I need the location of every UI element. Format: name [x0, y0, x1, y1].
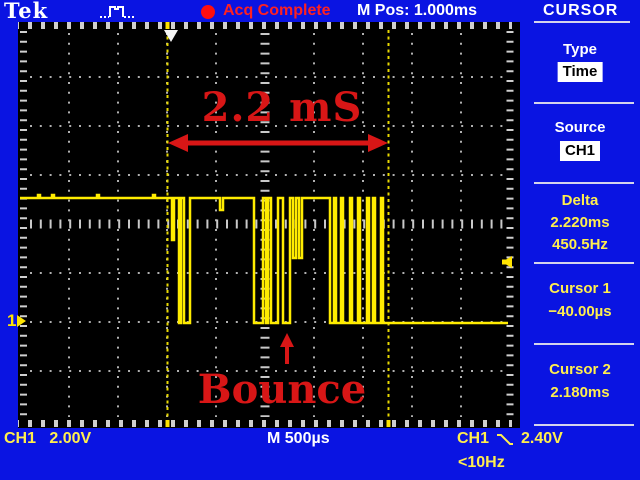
ch1-trace-waveform	[20, 193, 508, 325]
ch1-scale-channel: CH1	[4, 430, 37, 447]
trigger-source-label: CH1	[457, 430, 490, 447]
menu-title: CURSOR	[543, 2, 619, 19]
ch1-scale-readout: CH1 2.00V	[4, 430, 91, 448]
trigger-position-marker-icon[interactable]	[164, 30, 178, 42]
delta-frequency-readout: 450.5Hz	[552, 236, 608, 253]
channel-1-number: 1	[7, 311, 17, 330]
bounce-arrow-icon	[280, 333, 294, 364]
acquisition-pulse-icon	[100, 6, 136, 18]
menu-source-value-button[interactable]: CH1	[559, 141, 601, 161]
menu-divider	[534, 102, 634, 104]
menu-source-label: Source	[554, 119, 606, 136]
m-position-readout: M Pos: 1.000ms	[357, 2, 478, 19]
menu-divider	[534, 343, 634, 345]
waveform-display	[18, 22, 520, 428]
menu-divider	[534, 424, 634, 426]
annotation-bounce: Bounce	[197, 366, 367, 413]
channel-1-position-arrow-icon	[17, 315, 27, 327]
tek-logo: Tek	[4, 0, 49, 23]
graticule-rows	[30, 76, 505, 372]
trigger-level-marker-stem	[502, 259, 512, 265]
menu-divider	[534, 262, 634, 264]
menu-type-label: Type	[563, 41, 597, 58]
acquisition-status-icon	[201, 5, 215, 19]
cursor2-value-readout: 2.180ms	[550, 384, 610, 401]
timebase-readout: M 500µs	[267, 430, 330, 447]
menu-title-underline	[534, 21, 630, 23]
annotation-duration: 2.2 mS	[201, 84, 363, 131]
cursor1-top-tick	[165, 22, 170, 29]
menu-type-value-button[interactable]: Time	[557, 62, 603, 82]
cursor1-label: Cursor 1	[549, 280, 611, 297]
cursor-menu-sidebar: Type Time Source CH1 Delta 2.220ms 450.5…	[520, 24, 640, 426]
cursor1-value-readout: −40.00µs	[548, 303, 612, 320]
cursor2-bottom-tick	[386, 420, 391, 427]
duration-span-arrow-icon	[168, 134, 388, 152]
menu-delta-label: Delta	[561, 192, 599, 209]
trigger-falling-slope-icon	[497, 433, 514, 445]
ch1-scale-value: 2.00V	[49, 430, 92, 447]
delta-time-readout: 2.220ms	[550, 214, 610, 231]
trigger-frequency-readout: <10Hz	[458, 454, 505, 471]
trigger-level-value: 2.40V	[521, 430, 563, 447]
cursor2-label: Cursor 2	[549, 361, 611, 378]
cursor1-bottom-tick	[165, 420, 170, 427]
menu-divider	[534, 182, 634, 184]
acquisition-status-text: Acq Complete	[223, 2, 331, 19]
channel-1-marker[interactable]: 1	[7, 311, 27, 331]
trigger-readout: CH1 2.40V	[457, 430, 563, 448]
